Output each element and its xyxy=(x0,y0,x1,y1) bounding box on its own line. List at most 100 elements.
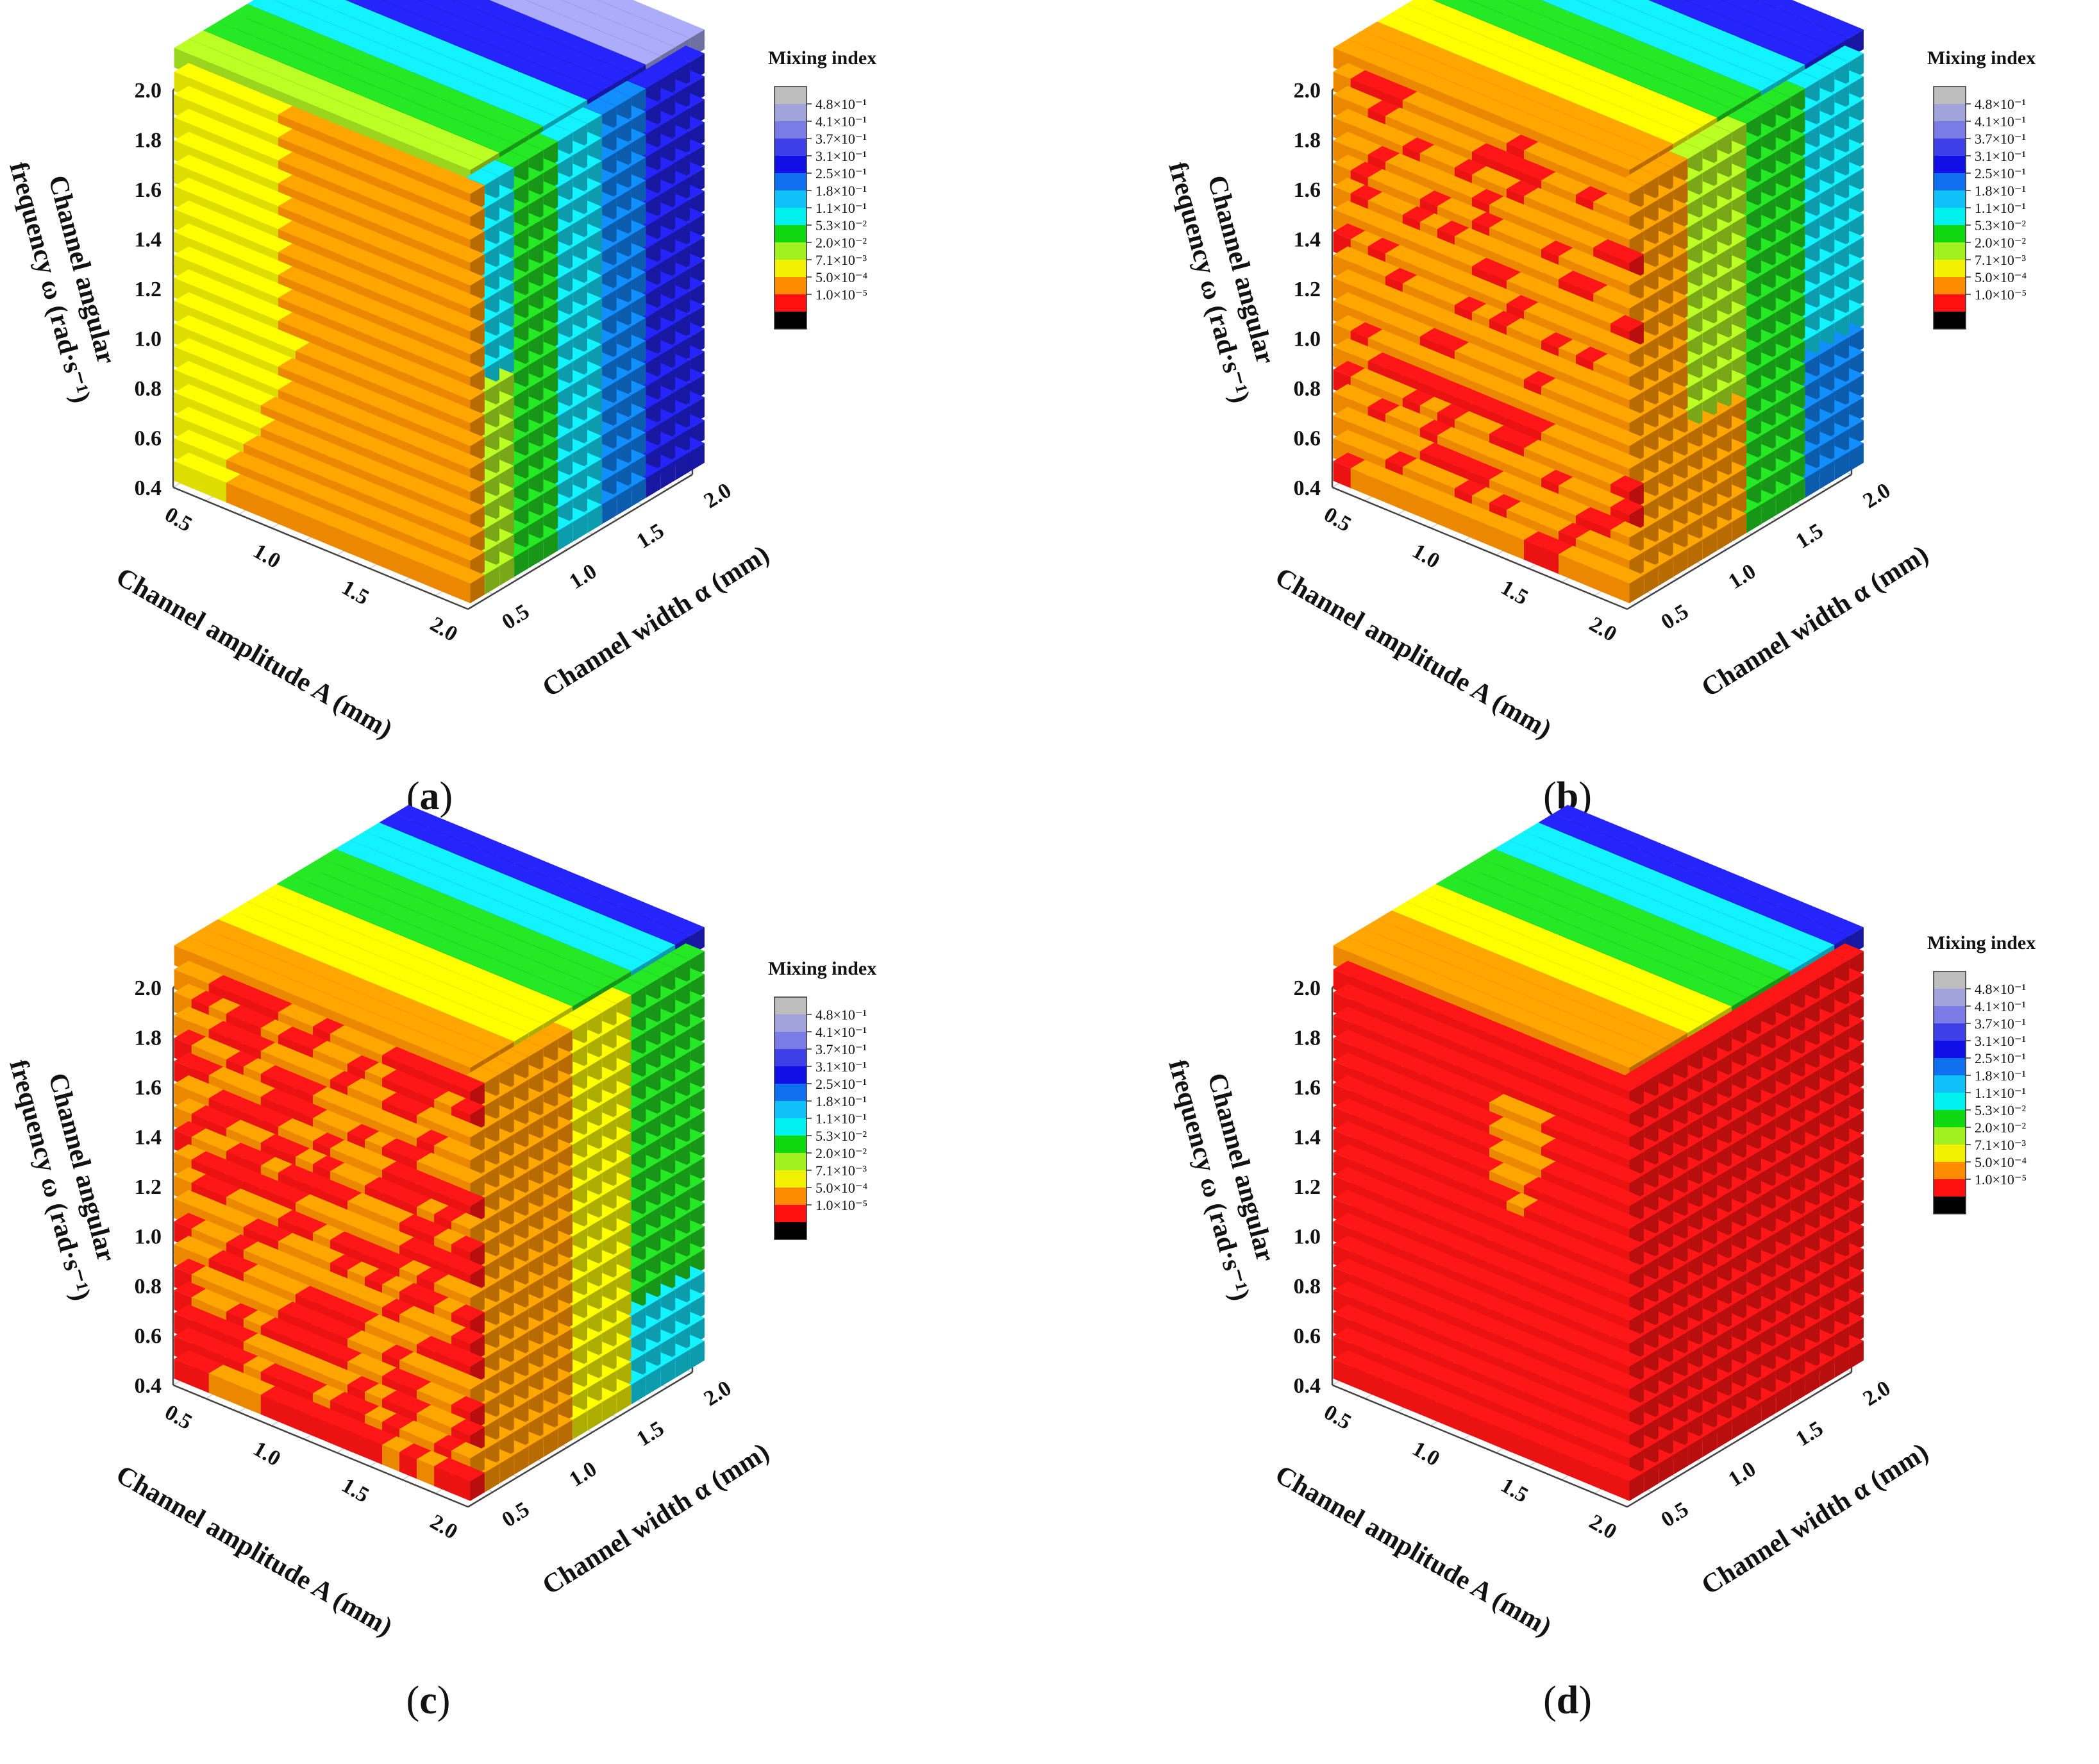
y-tick-label: 1.0 xyxy=(565,559,601,594)
x-tick-label: 1.0 xyxy=(249,539,285,573)
z-tick-label: 0.4 xyxy=(135,476,162,500)
colorbar-swatch xyxy=(774,1153,807,1170)
panel-label-letter: c xyxy=(419,1679,437,1722)
x-tick-label: 2.0 xyxy=(1585,1510,1621,1544)
x-tick-label: 0.5 xyxy=(1320,1400,1355,1434)
colorbar-tick-label: 4.8×10⁻¹ xyxy=(1975,96,2026,112)
y-tick-label: 0.5 xyxy=(498,1497,534,1532)
colorbar-tick-label: 3.7×10⁻¹ xyxy=(815,1041,867,1057)
colorbar-swatch xyxy=(774,156,807,173)
colorbar-swatch xyxy=(1934,1023,1966,1041)
z-tick-label: 1.8 xyxy=(135,129,162,153)
colorbar-swatch xyxy=(774,242,807,260)
colorbar-swatch xyxy=(774,139,807,156)
colorbar-swatch xyxy=(774,1049,807,1066)
panel-label-open: ( xyxy=(1543,775,1557,818)
colorbar-swatch xyxy=(774,87,807,104)
z-tick-label: 1.8 xyxy=(1294,1027,1321,1050)
panel-c: 0.40.60.81.01.21.41.61.82.00.51.01.52.0 0… xyxy=(3,805,876,1722)
colorbar-swatch xyxy=(1934,277,1966,294)
colorbar-swatch xyxy=(1934,87,1966,104)
colorbar-tick-label: 7.1×10⁻³ xyxy=(1975,252,2027,268)
colorbar-tick-label: 2.0×10⁻² xyxy=(1975,235,2027,251)
x-tick-label: 2.0 xyxy=(426,612,462,646)
colorbar-swatch xyxy=(1934,190,1966,208)
panel-label-letter: d xyxy=(1557,1679,1578,1722)
colorbar-swatch xyxy=(1934,139,1966,156)
z-tick-label: 0.4 xyxy=(1294,476,1321,500)
colorbar-swatch xyxy=(1934,260,1966,277)
colorbar-swatch xyxy=(774,260,807,277)
z-tick-labels: 0.4 0.6 0.8 1.0 1.2 1.4 1.6 1.8 2.0 xyxy=(1294,79,1321,500)
colorbar-tick-label: 1.0×10⁻⁵ xyxy=(1975,287,2027,303)
z-tick-label: 2.0 xyxy=(1294,79,1321,103)
y-tick-label: 1.5 xyxy=(633,1416,669,1451)
panel-label-close: ) xyxy=(437,1679,451,1722)
z-tick-label: 1.2 xyxy=(135,278,162,301)
x-tick-label: 0.5 xyxy=(161,1400,196,1434)
colorbar-swatch xyxy=(774,173,807,190)
y-tick-label: 2.0 xyxy=(1859,1376,1895,1411)
colorbar-swatch xyxy=(1934,1110,1966,1127)
x-tick-label: 1.5 xyxy=(1497,1474,1532,1508)
colorbar-tick-label: 5.0×10⁻⁴ xyxy=(815,269,868,285)
z-tick-label: 1.0 xyxy=(135,1225,162,1249)
colorbar-swatch xyxy=(774,1222,807,1239)
colorbar-tick-label: 2.0×10⁻² xyxy=(815,1145,867,1161)
colorbar-tick-label: 5.3×10⁻² xyxy=(1975,1102,2027,1118)
z-tick-label: 0.8 xyxy=(1294,1275,1321,1298)
colorbar-tick-label: 4.8×10⁻¹ xyxy=(815,96,867,112)
colorbar-tick-label: 3.7×10⁻¹ xyxy=(815,131,867,147)
data-cubes xyxy=(174,805,705,1501)
colorbar-tick-label: 4.8×10⁻¹ xyxy=(1975,981,2026,997)
z-tick-label: 0.4 xyxy=(1294,1374,1321,1398)
data-cubes xyxy=(174,0,705,603)
x-tick-label: 2.0 xyxy=(426,1510,462,1544)
colorbar-swatch xyxy=(774,277,807,294)
colorbar-tick-label: 4.1×10⁻¹ xyxy=(815,113,867,130)
colorbar-swatch xyxy=(774,312,807,329)
colorbar-swatch xyxy=(1934,312,1966,329)
colorbar-tick-label: 1.8×10⁻¹ xyxy=(1975,1068,2026,1084)
colorbar-tick-label: 5.3×10⁻² xyxy=(815,217,867,233)
z-tick-label: 1.0 xyxy=(135,328,162,351)
colorbar-title: Mixing index xyxy=(1927,47,2036,69)
colorbar-tick-label: 1.8×10⁻¹ xyxy=(815,183,867,199)
colorbar-swatch xyxy=(774,190,807,208)
y-tick-label: 0.5 xyxy=(1657,1497,1693,1532)
colorbar: Mixing index4.8×10⁻¹4.1×10⁻¹3.7×10⁻¹3.1×… xyxy=(768,958,876,1240)
z-tick-label: 2.0 xyxy=(135,977,162,1000)
z-tick-label: 0.6 xyxy=(135,1325,162,1348)
z-tick-label: 1.8 xyxy=(135,1027,162,1050)
z-tick-labels: 0.4 0.6 0.8 1.0 1.2 1.4 1.6 1.8 2.0 xyxy=(135,79,162,500)
z-tick-label: 1.0 xyxy=(1294,1225,1321,1249)
z-tick-label: 0.8 xyxy=(135,1275,162,1298)
colorbar-tick-label: 2.5×10⁻¹ xyxy=(1975,165,2026,181)
colorbar-swatch xyxy=(1934,104,1966,121)
panel-d: 0.40.60.81.01.21.41.61.82.00.51.01.52.0 0… xyxy=(1162,805,2036,1722)
colorbar-swatch xyxy=(1934,1041,1966,1058)
x-tick-label: 0.5 xyxy=(161,503,196,537)
colorbar-swatch xyxy=(774,294,807,312)
colorbar-swatch xyxy=(1934,1058,1966,1075)
y-axis-title: Channel width α (mm) xyxy=(537,540,774,703)
x-tick-label: 1.0 xyxy=(1409,1437,1444,1471)
y-tick-label: 1.5 xyxy=(1792,1416,1828,1451)
z-tick-label: 2.0 xyxy=(135,79,162,103)
x-tick-label: 1.5 xyxy=(338,576,373,610)
colorbar-swatch xyxy=(774,104,807,121)
colorbar-swatch xyxy=(774,1205,807,1222)
colorbar: Mixing index4.8×10⁻¹4.1×10⁻¹3.7×10⁻¹3.1×… xyxy=(1927,47,2036,330)
colorbar-swatch xyxy=(1934,121,1966,139)
colorbar-tick-label: 5.0×10⁻⁴ xyxy=(815,1180,868,1196)
colorbar-swatch xyxy=(1934,971,1966,989)
z-tick-label: 1.4 xyxy=(1294,228,1321,252)
y-tick-label: 2.0 xyxy=(1859,478,1895,513)
z-tick-label: 1.4 xyxy=(135,1126,162,1150)
colorbar-swatch xyxy=(1934,173,1966,190)
colorbar-swatch xyxy=(774,1188,807,1205)
colorbar-swatch xyxy=(774,225,807,242)
colorbar-tick-label: 3.7×10⁻¹ xyxy=(1975,1016,2026,1032)
colorbar-tick-label: 3.1×10⁻¹ xyxy=(815,1059,867,1075)
